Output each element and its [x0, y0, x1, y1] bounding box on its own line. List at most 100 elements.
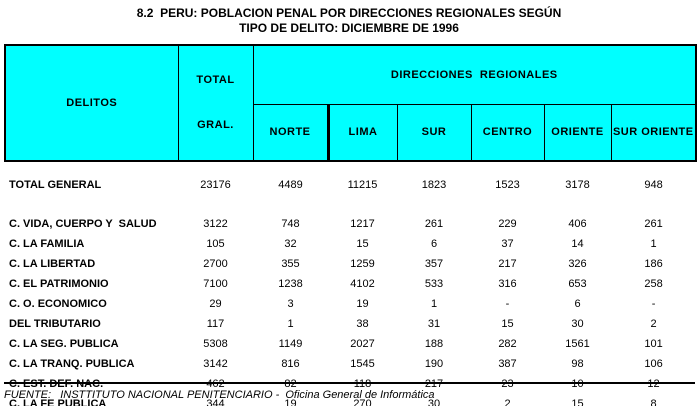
table-row: C. LA LIBERTAD 2700 355 1259 357 217 326… [5, 254, 696, 274]
cell-total: 23176 [200, 179, 231, 191]
table-row: C. VIDA, CUERPO Y SALUD 3122 748 1217 26… [5, 214, 696, 234]
cell-norte: 355 [281, 258, 300, 270]
cell-oriente: 1561 [565, 338, 590, 350]
cell-sur: 190 [424, 358, 444, 370]
cell-total: 462 [206, 378, 225, 390]
table-row: C. LA FE PUBLICA 344 19 270 30 2 15 8 [5, 394, 696, 406]
cell-lima: 118 [353, 378, 372, 390]
cell-sur-oriente: 106 [644, 358, 663, 370]
row-label: C. LA SEG. PUBLICA [9, 338, 119, 350]
table-row-total-general: TOTAL GENERAL 23176 4489 11215 1823 1523… [5, 175, 696, 195]
cell-sur-oriente: 186 [644, 258, 663, 270]
table-row: C. EL PATRIMONIO 7100 1238 4102 533 316 … [5, 274, 696, 294]
cell-total: 105 [206, 238, 225, 250]
cell-centro: 1523 [495, 179, 520, 191]
cell-total: 3142 [203, 358, 228, 370]
cell-sur-oriente: 258 [644, 278, 663, 290]
header-direcciones-regionales: DIRECCIONES REGIONALES [252, 43, 698, 105]
cell-lima: 38 [356, 318, 369, 330]
title-line-1: 8.2 PERU: POBLACION PENAL POR DIRECCIONE… [136, 6, 562, 20]
cell-centro: - [505, 298, 510, 310]
cell-lima: 1217 [350, 218, 375, 230]
cell-centro: 316 [498, 278, 517, 290]
cell-sur-oriente: 261 [644, 218, 663, 230]
table-body: TOTAL GENERAL 23176 4489 11215 1823 1523… [5, 161, 696, 406]
cell-total: 344 [206, 398, 225, 406]
cell-oriente: 406 [568, 218, 587, 230]
cell-norte: 32 [284, 238, 297, 250]
cell-oriente: 6 [574, 298, 581, 310]
cell-total: 3122 [203, 218, 228, 230]
cell-centro: 217 [498, 258, 517, 270]
cell-norte: 816 [281, 358, 300, 370]
cell-oriente: 15 [571, 398, 584, 406]
cell-sur-oriente: 948 [644, 179, 663, 191]
table-row: C. LA SEG. PUBLICA 5308 1149 2027 188 28… [5, 334, 696, 354]
header-total-gral: TOTAL GRAL. [177, 44, 254, 162]
cell-centro: 37 [501, 238, 514, 250]
table-row: C. LA FAMILIA 105 32 15 6 37 14 1 [5, 234, 696, 254]
row-label: TOTAL GENERAL [9, 179, 102, 191]
cell-norte: 4489 [278, 179, 303, 191]
cell-sur: 188 [424, 338, 444, 350]
cell-oriente: 653 [568, 278, 587, 290]
table-header: DELITOS TOTAL GRAL. DIRECCIONES REGIONAL… [4, 43, 698, 162]
table-row: C. O. ECONOMICO 29 3 19 1 - 6 - [5, 294, 696, 314]
cell-sur: 261 [424, 218, 444, 230]
row-label: C. LA FAMILIA [9, 238, 85, 250]
page-title: 8.2 PERU: POBLACION PENAL POR DIRECCIONE… [0, 0, 698, 36]
cell-total: 7100 [203, 278, 228, 290]
header-sur-oriente: SUR ORIENTE [610, 103, 698, 162]
cell-total: 29 [209, 298, 222, 310]
cell-sur-oriente: - [651, 298, 656, 310]
cell-sur: 30 [427, 398, 441, 406]
header-delitos: DELITOS [4, 44, 179, 162]
cell-oriente: 326 [568, 258, 587, 270]
cell-total: 2700 [203, 258, 228, 270]
header-total-line1: TOTAL [196, 74, 235, 86]
header-lima: LIMA [326, 103, 398, 162]
cell-lima: 1545 [350, 358, 375, 370]
footer-divider [4, 382, 695, 384]
cell-oriente: 14 [571, 238, 584, 250]
cell-lima: 19 [356, 298, 369, 310]
source-note: FUENTE: INSTTITUTO NACIONAL PENITENCIARI… [4, 389, 435, 401]
cell-centro: 282 [498, 338, 517, 350]
cell-centro: 23 [501, 378, 514, 390]
header-total-line2: GRAL. [197, 119, 234, 131]
cell-centro: 229 [498, 218, 517, 230]
cell-centro: 15 [501, 318, 514, 330]
cell-centro: 387 [498, 358, 517, 370]
cell-total: 5308 [203, 338, 228, 350]
header-oriente: ORIENTE [543, 103, 612, 162]
cell-total: 117 [206, 318, 225, 330]
title-line-2: TIPO DE DELITO: DICIEMBRE DE 1996 [239, 21, 459, 35]
spacer-row [5, 161, 696, 175]
cell-sur: 533 [424, 278, 444, 290]
table-row: DEL TRIBUTARIO 117 1 38 31 15 30 2 [5, 314, 696, 334]
row-label: C. VIDA, CUERPO Y SALUD [9, 218, 157, 230]
row-label: C. EST. DEF. NAC. [9, 378, 104, 390]
cell-oriente: 3178 [565, 179, 590, 191]
row-label: C. LA TRANQ. PUBLICA [9, 358, 135, 370]
cell-sur: 6 [430, 238, 438, 250]
cell-sur: 217 [424, 378, 444, 390]
cell-lima: 1259 [350, 258, 375, 270]
cell-sur-oriente: 8 [650, 398, 657, 406]
table-row: C. EST. DEF. NAC. 462 82 118 217 23 10 1… [5, 374, 696, 394]
row-label: DEL TRIBUTARIO [9, 318, 101, 330]
row-label: C. EL PATRIMONIO [9, 278, 109, 290]
header-centro: CENTRO [470, 103, 545, 162]
cell-lima: 15 [356, 238, 369, 250]
cell-sur-oriente: 12 [647, 378, 660, 390]
row-label: C. O. ECONOMICO [9, 298, 107, 310]
cell-lima: 11215 [347, 179, 378, 191]
cell-norte: 1 [287, 318, 294, 330]
cell-sur: 1 [430, 298, 438, 310]
header-sur: SUR [396, 103, 472, 162]
row-label: C. LA FE PUBLICA [9, 398, 107, 406]
cell-oriente: 30 [571, 318, 584, 330]
cell-norte: 82 [284, 378, 297, 390]
cell-oriente: 98 [571, 358, 584, 370]
